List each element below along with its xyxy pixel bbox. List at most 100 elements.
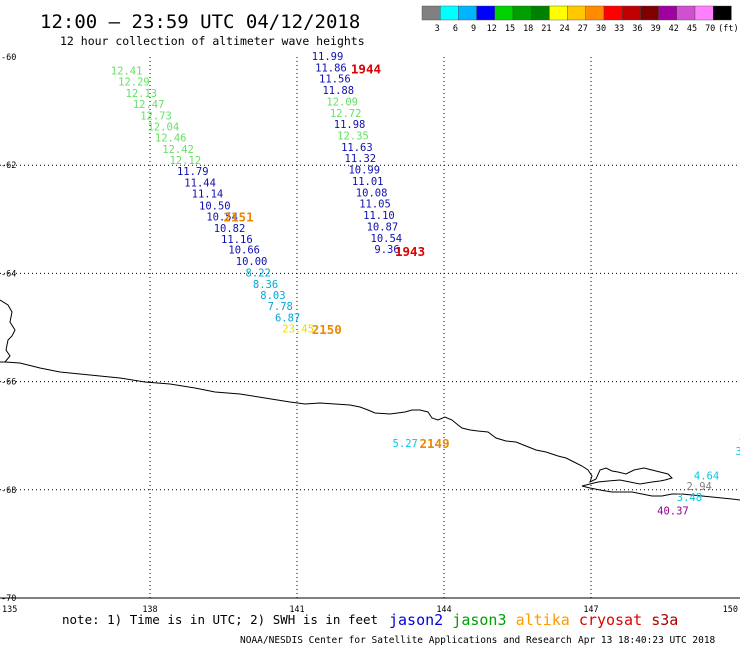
wave-height-value: 12.41 [111,66,143,78]
wave-height-value: 8.36 [253,279,278,291]
colorbar-swatch [694,5,714,21]
colorbar-swatch [421,5,441,21]
latitude-label: -64 [1,269,16,279]
wave-height-value: 10.99 [348,165,380,177]
wave-height-value: 10.00 [236,256,268,268]
wave-height-value: 10.08 [356,187,388,199]
wave-height-value: 11.14 [192,188,224,200]
wave-height-value: 11.63 [341,142,373,154]
wave-height-value: 11.98 [334,119,366,131]
legend-cryosat: cryosat [579,611,642,629]
wave-height-value: 8 [739,432,740,444]
graticule [0,57,740,598]
colorbar-tick-label: 33 [614,24,624,34]
colorbar-swatch [549,5,568,21]
colorbar-swatch [458,5,477,21]
colorbar-tick-label: 3 [435,24,440,34]
latitude-label: -62 [1,161,16,171]
colorbar-tick-label: 30 [596,24,606,34]
wave-height-value: 12.29 [118,76,150,88]
wave-height-value: 11.05 [359,199,391,211]
wave-height-value: 3.48 [677,492,702,504]
wave-height-value: 5.27 [393,438,418,450]
latitude-label: -66 [1,378,16,388]
legend-jason2: jason2 [389,611,443,629]
map-title: 12:00 – 23:59 UTC 04/12/2018 [40,11,360,33]
longitude-label: 147 [583,605,598,615]
satellite-legend: jason2 jason3 altika cryosat s3a [389,611,678,629]
pass-time-label: 2150 [312,322,342,337]
wave-height-value: 7.78 [268,301,293,313]
colorbar-tick-label: 6 [453,24,458,34]
wave-height-value: 11.56 [319,74,351,86]
colorbar-tick-label: 42 [669,24,679,34]
latitude-label: -70 [1,594,16,604]
longitude-label: 141 [289,605,304,615]
wave-height-value: 12.42 [162,144,194,156]
latitude-tick-labels: -60 -62 -64 -66 -68 -70 [1,53,16,604]
pass-time-label: 2151 [224,210,254,225]
wave-height-value: 10.87 [367,221,399,233]
colorbar-tick-label: 27 [578,24,588,34]
colorbar-swatch [622,5,641,21]
colorbar-swatch [658,5,677,21]
wave-height-value: 12.46 [155,133,187,145]
longitude-label: 138 [142,605,157,615]
wave-height-value: 11.99 [312,51,344,63]
colorbar-tick-label: 45 [687,24,697,34]
footer-timestamp: Apr 13 18:40:23 UTC 2018 [578,635,716,646]
colorbar-swatch [476,5,496,21]
map-subtitle: 12 hour collection of altimeter wave hei… [60,34,365,48]
longitude-label: 144 [436,605,451,615]
wave-height-value: 10.54 [206,212,238,224]
colorbar-tick-label: 21 [541,24,551,34]
footer-credit: NOAA/NESDIS Center for Satellite Applica… [240,635,572,646]
colorbar-swatch [676,5,696,21]
wave-height-value: 12.12 [170,155,202,167]
pass-time-label: 2149 [420,436,450,451]
plot-frame [0,57,740,598]
colorbar-tick-label: 12 [487,24,497,34]
antarctic-coastline [0,299,740,501]
colorbar-swatch [603,5,623,21]
wave-height-value: 3.2 [736,446,740,458]
legend-altika: altika [516,611,570,629]
colorbar-swatch [713,5,732,21]
wave-height-value: 10.82 [214,223,246,235]
wave-height-value: 11.79 [177,166,209,178]
satellite-tracks: 12.4112.2912.1312.4712.7312.0412.4612.42… [111,51,740,517]
colorbar-tick-label: 70 [705,24,715,34]
wave-height-value: 11.86 [315,62,347,74]
wave-height-value: 12.13 [126,88,158,100]
wave-height-value: 12.47 [133,99,165,111]
colorbar-tick-label: 9 [471,24,476,34]
wave-height-value: 12.35 [337,131,369,143]
wave-height-value: 40.37 [657,505,689,517]
wave-height-value: 10.50 [199,200,231,212]
colorbar-tick-label: 39 [650,24,660,34]
wave-height-value: 11.10 [363,210,395,222]
pass-time-label: 1944 [351,61,381,76]
wave-height-value: 23.45 [282,324,314,336]
wave-height-value: 12.73 [140,111,172,123]
wave-height-value: 12.09 [326,96,358,108]
colorbar-swatch [640,5,659,21]
colorbar-tick-label: 24 [559,24,569,34]
colorbar-swatch [440,5,459,21]
colorbar-swatch [512,5,532,21]
wave-height-value: 11.01 [352,176,384,188]
wave-height-value: 10.66 [228,245,260,257]
wave-height-value: 12.04 [148,121,180,133]
colorbar-tick-label: 18 [523,24,533,34]
wave-height-value: 6.87 [275,312,300,324]
colorbar-tick-label: (ft) [718,24,738,34]
colorbar-tick-label: 15 [505,24,515,34]
colorbar-swatch [531,5,550,21]
longitude-label: 150 [723,605,738,615]
wave-height-value: 8.03 [260,290,285,302]
longitude-tick-labels: 135 138 141 144 147 150 [2,605,738,615]
wave-height-value: 4.64 [694,470,719,482]
wave-height-value: 11.32 [345,153,377,165]
latitude-label: -68 [1,486,16,496]
